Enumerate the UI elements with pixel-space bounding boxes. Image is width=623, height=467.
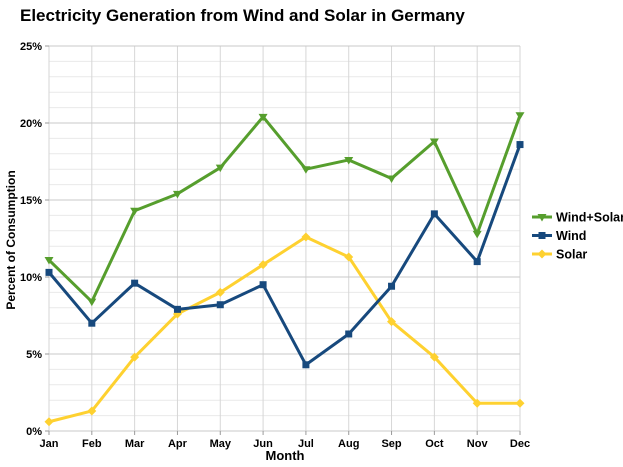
series-marker-wind: [388, 282, 396, 290]
series-marker-solar: [87, 406, 97, 416]
series-marker-solar: [258, 260, 268, 270]
y-tick-label: 25%: [20, 41, 42, 53]
series-marker-wind: [516, 141, 524, 149]
series-marker-wind-solar: [387, 175, 397, 183]
series-marker-solar: [387, 317, 397, 327]
series-marker-wind-solar: [172, 190, 182, 199]
x-tick-label: Apr: [168, 438, 188, 450]
series-marker-wind-solar: [215, 164, 225, 173]
legend-marker-solar: [537, 249, 547, 259]
series-marker-solar: [130, 352, 140, 362]
series-marker-wind-solar: [44, 257, 54, 265]
x-tick-label: Jul: [298, 438, 314, 450]
series-line-wind-solar: [47, 113, 522, 304]
series-marker-solar: [472, 398, 482, 408]
chart-title: Electricity Generation from Wind and Sol…: [20, 6, 465, 25]
series-marker-solar: [515, 398, 525, 408]
series-marker-wind: [259, 281, 267, 289]
x-tick-label: May: [210, 438, 232, 450]
x-tick-label: Jun: [253, 438, 273, 450]
series-line-solar: [47, 235, 522, 424]
x-tick-label: Dec: [510, 438, 530, 450]
series-marker-wind: [430, 210, 438, 218]
series-marker-wind: [216, 301, 224, 309]
series-marker-wind-solar: [429, 138, 439, 146]
series-marker-wind: [88, 319, 96, 327]
legend-label-wind-solar: Wind+Solar: [556, 211, 623, 225]
y-tick-label: 10%: [20, 272, 42, 284]
x-tick-label: Nov: [467, 438, 489, 450]
series-marker-solar: [215, 287, 225, 297]
series-marker-wind: [173, 305, 181, 313]
y-axis-title: Percent of Consumption: [4, 170, 18, 310]
x-tick-label: Jan: [40, 438, 59, 450]
series-marker-wind-solar: [472, 230, 482, 239]
series-marker-wind-solar: [344, 156, 354, 165]
y-tick-label: 0%: [26, 426, 42, 438]
y-tick-label: 20%: [20, 118, 42, 130]
legend-label-solar: Solar: [556, 248, 587, 262]
x-axis-title: Month: [265, 448, 305, 463]
series-marker-wind-solar: [130, 207, 140, 216]
x-tick-label: Aug: [338, 438, 359, 450]
series-marker-wind: [45, 268, 53, 276]
series-marker-solar: [344, 252, 354, 262]
x-tick-label: Oct: [425, 438, 444, 450]
series-line-wind: [47, 143, 522, 367]
series-marker-solar: [301, 232, 311, 242]
legend-label-wind: Wind: [556, 229, 586, 243]
y-tick-label: 15%: [20, 195, 42, 207]
legend-marker-wind-solar: [537, 214, 547, 222]
series-marker-wind: [473, 258, 481, 266]
legend-marker-wind: [538, 232, 546, 239]
series-marker-solar: [429, 352, 439, 362]
series-marker-wind: [345, 330, 353, 338]
x-tick-label: Sep: [381, 438, 401, 450]
series-marker-wind-solar: [87, 298, 97, 307]
series-marker-wind: [131, 279, 139, 287]
x-tick-label: Feb: [82, 438, 102, 450]
x-tick-label: Mar: [125, 438, 145, 450]
series-marker-solar: [44, 417, 54, 427]
series-marker-wind-solar: [258, 113, 268, 122]
series-marker-wind-solar: [301, 166, 311, 174]
series-marker-wind-solar: [515, 112, 525, 120]
y-tick-label: 5%: [26, 349, 42, 361]
series-marker-wind: [302, 361, 310, 369]
